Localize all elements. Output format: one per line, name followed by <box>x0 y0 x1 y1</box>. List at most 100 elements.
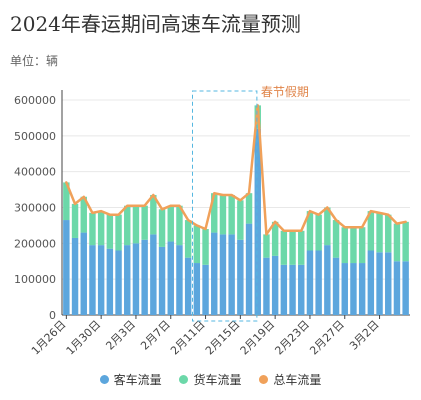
bar-freight <box>167 205 174 242</box>
x-tick-label: 2月15日 <box>203 318 243 358</box>
bar-freight <box>124 205 131 246</box>
bar-passenger <box>150 234 157 315</box>
bar-passenger <box>254 128 261 315</box>
x-tick-label: 2月23日 <box>272 318 312 358</box>
bar-passenger <box>298 264 305 315</box>
bar-passenger <box>71 237 79 315</box>
bar-passenger <box>193 263 201 315</box>
bar-freight <box>402 221 409 262</box>
bar-passenger <box>376 252 383 315</box>
bar-freight <box>97 211 105 246</box>
x-tick-label: 2月11日 <box>168 318 208 358</box>
bar-freight <box>80 196 87 233</box>
bar-freight <box>332 220 340 258</box>
bar-freight <box>358 227 366 264</box>
bar-passenger <box>141 239 148 315</box>
bar-freight <box>184 220 192 258</box>
bar-freight <box>298 230 305 265</box>
y-tick-label: 300000 <box>14 202 56 215</box>
bar-passenger <box>332 257 340 315</box>
legend-label-total: 总车流量 <box>273 373 322 387</box>
holiday-label: 春节假期 <box>261 85 309 99</box>
bar-freight <box>393 223 401 262</box>
chart-title: 2024年春运期间高速车流量预测 <box>10 12 301 36</box>
legend-label-passenger: 客车流量 <box>113 373 162 387</box>
legend-swatch-passenger <box>99 375 109 384</box>
bar-passenger <box>289 264 296 315</box>
bar-passenger <box>367 250 375 315</box>
bar-passenger <box>106 248 114 315</box>
legend-item-passenger: 客车流量 <box>99 371 162 388</box>
bar-freight <box>228 194 235 235</box>
bar-freight <box>158 209 166 247</box>
bar-freight <box>289 230 296 265</box>
x-tick-label: 1月30日 <box>64 318 104 358</box>
bar-freight <box>263 234 270 258</box>
legend-item-total: 总车流量 <box>259 371 321 388</box>
bar-passenger <box>385 252 392 315</box>
bar-passenger <box>176 245 183 315</box>
bar-freight <box>324 207 331 246</box>
bar-freight <box>385 214 392 253</box>
y-tick-label: 100000 <box>14 273 56 286</box>
bar-freight <box>315 214 322 251</box>
bar-freight <box>367 211 375 251</box>
bar-freight <box>89 212 96 246</box>
x-tick-label: 1月26日 <box>29 318 69 358</box>
x-tick-label: 3月2日 <box>347 318 382 353</box>
bar-freight <box>176 205 183 246</box>
bar-passenger <box>350 263 357 315</box>
bar-passenger <box>245 223 253 315</box>
bar-freight <box>350 227 357 264</box>
bar-passenger <box>202 264 209 315</box>
bar-freight <box>193 225 201 264</box>
bar-freight <box>219 194 227 235</box>
bar-passenger <box>263 257 270 315</box>
bar-passenger <box>219 234 227 315</box>
bar-freight <box>141 205 148 240</box>
bar-freight <box>341 227 348 264</box>
bar-passenger <box>358 263 366 315</box>
bar-freight <box>115 214 122 251</box>
line-total <box>65 104 407 236</box>
bar-passenger <box>63 220 70 315</box>
bar-passenger <box>280 264 288 315</box>
bar-passenger <box>237 239 244 315</box>
bar-passenger <box>80 232 87 315</box>
y-tick-label: 200000 <box>14 237 56 250</box>
chart-legend: 客车流量 货车流量 总车流量 <box>0 371 421 388</box>
bar-freight <box>306 211 314 251</box>
y-tick-label: 600000 <box>14 94 56 107</box>
legend-swatch-total <box>259 375 269 384</box>
bar-passenger <box>89 245 96 315</box>
bar-freight <box>376 212 383 253</box>
y-tick-label: 0 <box>49 309 56 322</box>
bar-freight <box>280 230 288 265</box>
bar-passenger <box>306 250 314 315</box>
x-tick-label: 2月3日 <box>103 318 138 353</box>
bar-passenger <box>402 261 409 315</box>
bar-freight <box>237 200 244 240</box>
bar-passenger <box>115 250 122 315</box>
y-tick-label: 500000 <box>14 130 56 143</box>
bar-passenger <box>393 261 401 315</box>
legend-item-freight: 货车流量 <box>179 371 242 388</box>
bar-passenger <box>271 255 279 315</box>
bar-passenger <box>132 243 140 315</box>
bar-passenger <box>158 246 166 315</box>
bar-passenger <box>228 234 235 315</box>
bar-passenger <box>167 241 174 315</box>
legend-label-freight: 货车流量 <box>193 373 242 387</box>
legend-swatch-freight <box>179 375 189 384</box>
y-tick-label: 400000 <box>14 166 56 179</box>
x-tick-label: 2月19日 <box>238 318 278 358</box>
bar-passenger <box>211 232 218 315</box>
unit-label: 单位：辆 <box>10 54 59 68</box>
bar-passenger <box>97 245 105 315</box>
bar-passenger <box>124 245 131 315</box>
bar-passenger <box>315 250 322 315</box>
bar-freight <box>106 214 114 249</box>
bar-freight <box>245 193 253 224</box>
bar-passenger <box>324 245 331 315</box>
